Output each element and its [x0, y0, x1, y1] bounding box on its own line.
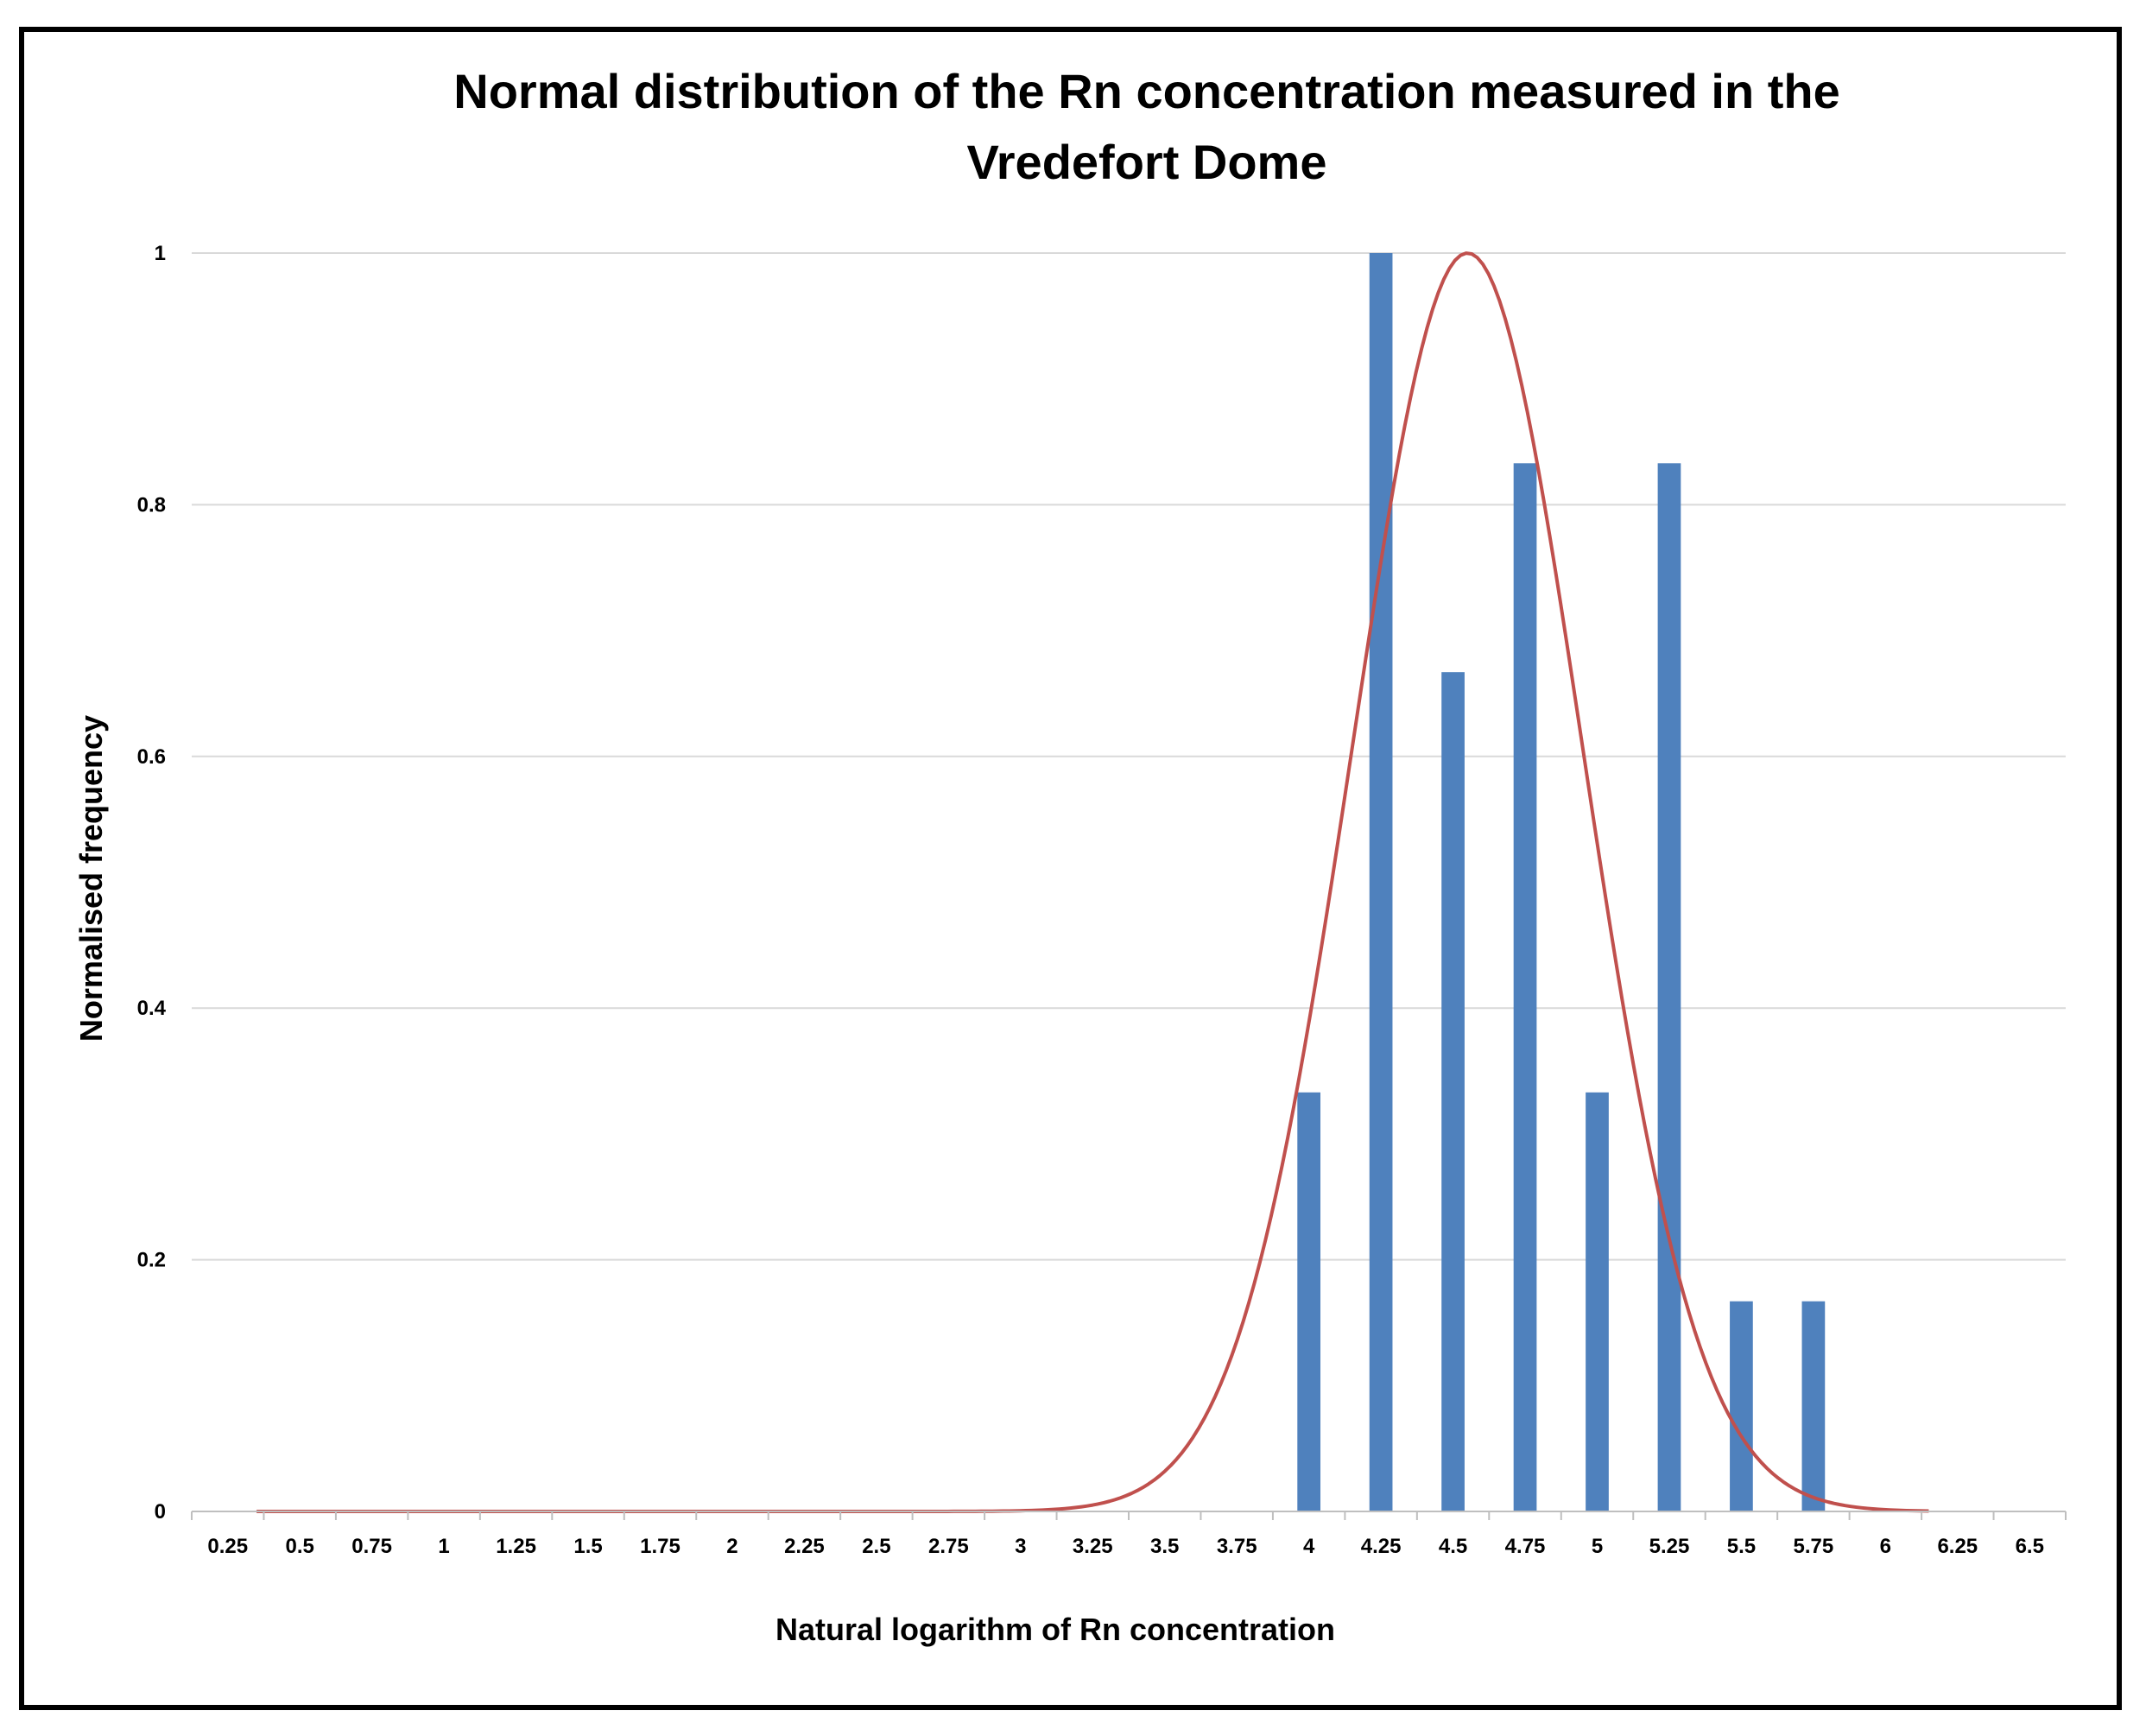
- x-tick-label: 2: [726, 1535, 737, 1558]
- x-tick-label: 2.25: [784, 1535, 825, 1558]
- x-tick-label: 1: [438, 1535, 449, 1558]
- x-tick-label: 4.25: [1361, 1535, 1402, 1558]
- y-tick-label: 1: [155, 242, 166, 265]
- y-tick-label: 0.2: [137, 1249, 166, 1272]
- bar-4: [1297, 1092, 1321, 1511]
- x-tick-label: 4.75: [1505, 1535, 1546, 1558]
- x-tick-labels: 0.25 0.5 0.75 1 1.25 1.5 1.75 2 2.25 2.5 2.75 3 3.25…: [207, 1535, 2044, 1558]
- y-tick-labels: 0 0.2 0.4 0.6 0.8 1: [137, 242, 167, 1524]
- x-tick-label: 5.25: [1649, 1535, 1690, 1558]
- x-tick-label: 4: [1303, 1535, 1315, 1558]
- x-tick-label: 1.25: [496, 1535, 536, 1558]
- x-tick-label: 6: [1880, 1535, 1891, 1558]
- x-tick-label: 3: [1015, 1535, 1026, 1558]
- y-tick-label: 0.6: [137, 745, 166, 769]
- bar-4.5: [1441, 672, 1465, 1511]
- x-tick-label: 6.5: [2016, 1535, 2044, 1558]
- x-tick-label: 4.5: [1439, 1535, 1467, 1558]
- x-tick-label: 6.25: [1937, 1535, 1978, 1558]
- bar-5.75: [1801, 1301, 1826, 1511]
- y-tick-label: 0.4: [137, 997, 167, 1020]
- chart-title-line-1: Normal distribution of the Rn concentrat…: [453, 64, 1839, 118]
- y-axis-label: Normalised frequency: [73, 715, 109, 1042]
- x-tick-label: 0.5: [286, 1535, 314, 1558]
- x-tick-label: 2.5: [862, 1535, 890, 1558]
- y-tick-label: 0.8: [137, 493, 166, 516]
- x-tick-label: 5.75: [1794, 1535, 1834, 1558]
- x-tick-label: 5: [1592, 1535, 1603, 1558]
- x-axis: [191, 1511, 2067, 1520]
- bar-4.25: [1369, 253, 1393, 1511]
- x-tick-label: 3.75: [1217, 1535, 1257, 1558]
- x-tick-label: 2.75: [928, 1535, 969, 1558]
- x-tick-label: 0.75: [351, 1535, 392, 1558]
- x-tick-label: 0.25: [207, 1535, 248, 1558]
- bar-5.25: [1657, 463, 1681, 1511]
- x-tick-label: 1.5: [573, 1535, 602, 1558]
- x-tick-label: 5.5: [1727, 1535, 1756, 1558]
- x-tick-label: 3.25: [1073, 1535, 1113, 1558]
- grid-lines: [192, 252, 2066, 1261]
- x-tick-label: 3.5: [1150, 1535, 1179, 1558]
- x-tick-label: 1.75: [640, 1535, 681, 1558]
- bar-5: [1586, 1092, 1609, 1511]
- chart-title-line-2: Vredefort Dome: [967, 135, 1327, 189]
- y-tick-label: 0: [155, 1500, 166, 1524]
- chart: Normal distribution of the Rn concentrat…: [73, 64, 2067, 1647]
- bars: [1297, 253, 1826, 1511]
- chart-frame: Normal distribution of the Rn concentrat…: [19, 27, 2122, 1710]
- bar-4.75: [1513, 463, 1537, 1511]
- bar-5.5: [1730, 1301, 1753, 1511]
- x-axis-label: Natural logarithm of Rn concentration: [775, 1612, 1335, 1647]
